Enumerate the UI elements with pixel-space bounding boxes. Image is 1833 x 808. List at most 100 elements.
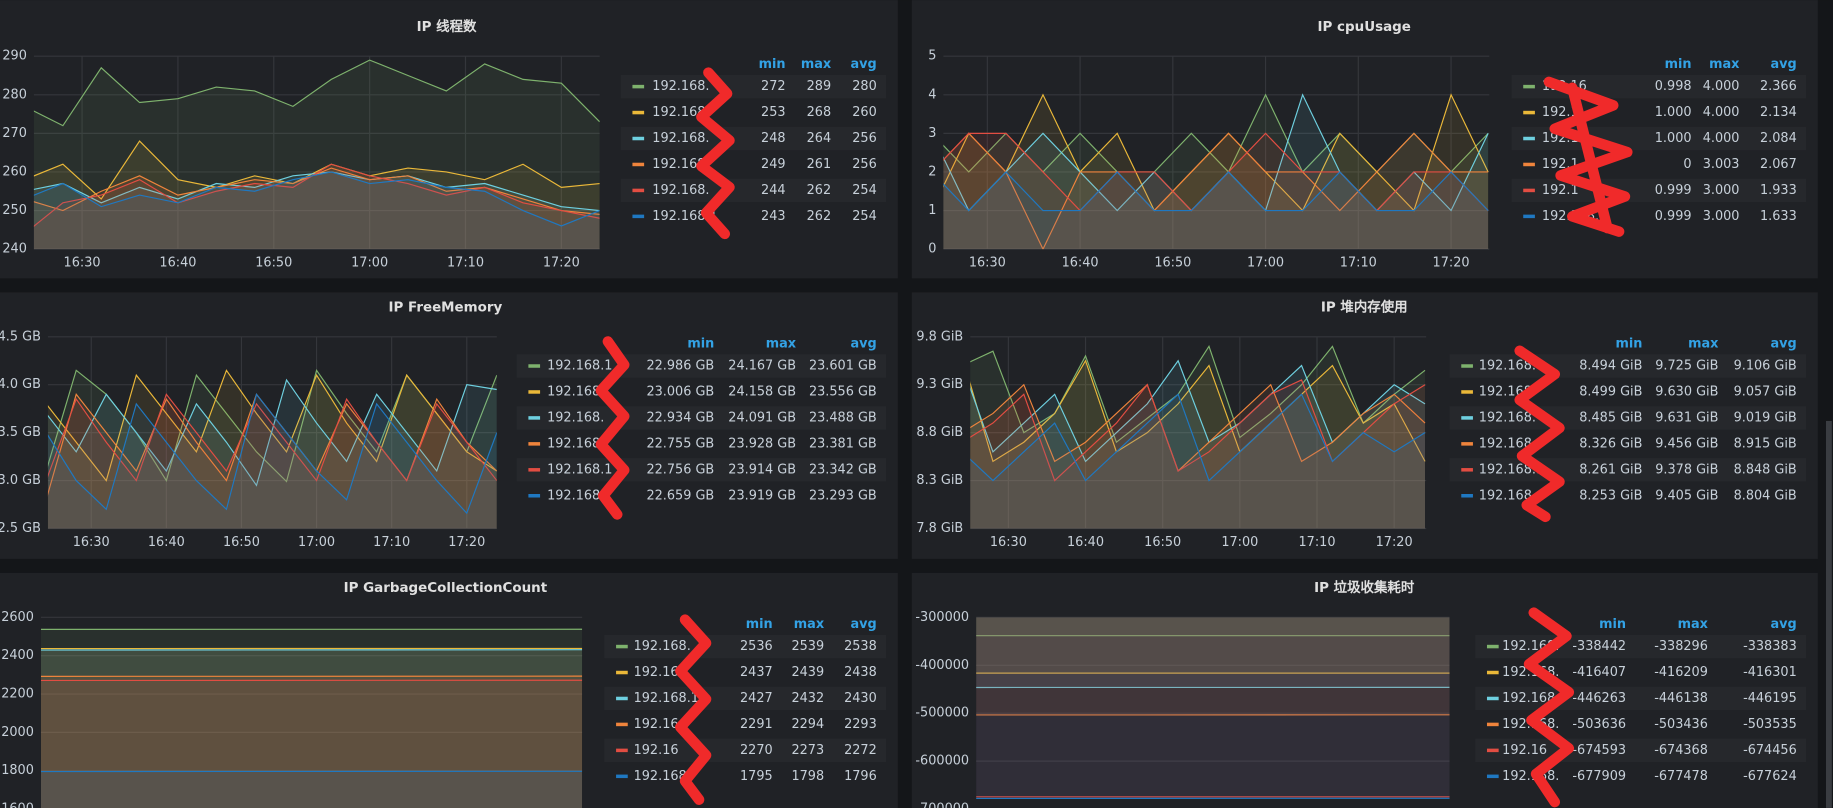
legend-min: 2270 [740, 743, 773, 758]
x-tick-label: 16:40 [1067, 535, 1104, 550]
legend-name: 192.168. [634, 639, 691, 654]
legend-min: 249 [761, 157, 786, 172]
x-tick-label: 16:40 [148, 535, 185, 550]
plot [970, 345, 1426, 529]
panel-title: IP cpuUsage [1318, 20, 1411, 35]
y-tick-label: 2400 [1, 648, 34, 663]
legend-header: avg [851, 57, 877, 72]
legend-header: avg [851, 336, 877, 351]
legend-name: 192.168. [547, 384, 604, 399]
legend-header: min [746, 617, 773, 632]
x-tick-label: 17:20 [448, 535, 485, 550]
legend-min: 22.986 GB [646, 359, 714, 374]
legend-name: 192.1 [1542, 105, 1579, 120]
legend-name: 192.168. [1502, 691, 1559, 706]
legend-avg: 2.134 [1760, 105, 1797, 120]
legend-max: 2294 [791, 717, 824, 732]
legend-max: 9.725 GiB [1655, 359, 1718, 374]
legend-avg: -446195 [1743, 691, 1797, 706]
legend-avg: 23.488 GB [809, 410, 877, 425]
legend-row-bg [620, 126, 887, 151]
x-tick-label: 16:30 [73, 535, 110, 550]
panel: IP 垃圾收集耗时 -700000 -600000 -500000 -400000 -30… [911, 572, 1818, 808]
plot [976, 617, 1450, 800]
y-tick-label: 290 [2, 49, 27, 64]
series-line [47, 393, 497, 515]
legend-avg: 254 [852, 183, 877, 198]
y-tick-label: 1 [928, 203, 936, 218]
y-tick-label: 5 [928, 49, 936, 64]
legend-avg: 23.293 GB [809, 488, 877, 503]
legend-min: 2536 [740, 639, 773, 654]
legend-avg: 2293 [844, 717, 877, 732]
legend-min: 22.755 GB [646, 436, 714, 451]
legend-avg: 1.633 [1760, 209, 1797, 224]
legend-name: 192.168.1 [547, 462, 612, 477]
y-tick-label: 22.5 GB [0, 521, 41, 536]
series-area [40, 648, 583, 808]
legend-row-bg [516, 458, 887, 482]
series-area [33, 171, 600, 250]
redaction [1514, 345, 1565, 523]
legend-avg: 1796 [844, 769, 877, 784]
panel: IP cpuUsage 0 1 2 3 4 5 16:30 16:40 16:50 17:00 17:… [911, 0, 1818, 279]
legend-row-bg [604, 634, 887, 659]
x-tick-label: 17:00 [298, 535, 335, 550]
legend-header: min [1599, 617, 1626, 632]
legend-name: 192.168.1 [547, 359, 612, 374]
legend-max: 2273 [791, 743, 824, 758]
legend-avg: 254 [852, 209, 877, 224]
legend-max: -446138 [1654, 691, 1708, 706]
legend-row-bg [516, 406, 887, 430]
legend-header: max [1709, 57, 1740, 72]
legend-max: 2439 [791, 665, 824, 680]
x-tick-label: 17:10 [1298, 535, 1335, 550]
legend-avg: 8.848 GiB [1734, 462, 1797, 477]
legend-min: 244 [761, 183, 786, 198]
series-area [943, 133, 1489, 250]
legend-name: 192.16 [1502, 743, 1547, 758]
redaction [675, 614, 712, 805]
legend-min: 8.499 GiB [1579, 384, 1642, 399]
y-tick-label: 9.8 GiB [916, 329, 963, 344]
legend-max: 9.631 GiB [1655, 410, 1718, 425]
y-tick-label: 2600 [1, 610, 34, 625]
y-tick-label: 0 [928, 242, 936, 257]
y-tick-label: 8.8 GiB [916, 425, 963, 440]
legend-row-bg [516, 354, 887, 378]
series-area [970, 384, 1426, 529]
panel: IP 线程数 240 250 260 270 280 290 16:30 16:40 16:50 1… [0, 0, 898, 279]
redaction [1543, 76, 1633, 237]
legend-avg: 1.933 [1760, 183, 1797, 198]
legend-min: 23.006 GB [646, 384, 714, 399]
x-tick-label: 16:50 [1154, 256, 1191, 271]
y-tick-label: 240 [2, 242, 27, 257]
y-tick-label: 1600 [1, 802, 34, 808]
series-area [47, 394, 497, 529]
y-tick-label: -300000 [915, 610, 969, 625]
legend-name: 192.168. [547, 410, 604, 425]
legend-name: 192.168.1 [634, 691, 699, 706]
legend-avg: 2.067 [1760, 157, 1797, 172]
legend-min: 8.494 GiB [1579, 359, 1642, 374]
legend-avg: -677624 [1743, 769, 1797, 784]
legend-avg: -674456 [1743, 743, 1797, 758]
y-tick-label: 2 [928, 164, 936, 179]
series-line [970, 359, 1426, 463]
panel-title: IP 线程数 [417, 18, 477, 35]
legend-max: 4.000 [1703, 79, 1740, 94]
legend-min: -338442 [1572, 639, 1626, 654]
legend-avg: 260 [852, 105, 877, 120]
legend-header: min [1616, 336, 1643, 351]
x-tick-label: 17:10 [373, 535, 410, 550]
legend-avg: 9.106 GiB [1734, 359, 1797, 374]
panel: IP GarbageCollectionCount 1600 1800 2000 220… [0, 572, 898, 808]
legend-avg: 2538 [844, 639, 877, 654]
legend-avg: -503535 [1743, 717, 1797, 732]
legend-name: 192.168. [652, 183, 709, 198]
legend-max: 3.000 [1703, 209, 1740, 224]
series-area [970, 360, 1426, 529]
legend-avg: 2438 [844, 665, 877, 680]
legend-avg: 9.019 GiB [1734, 410, 1797, 425]
